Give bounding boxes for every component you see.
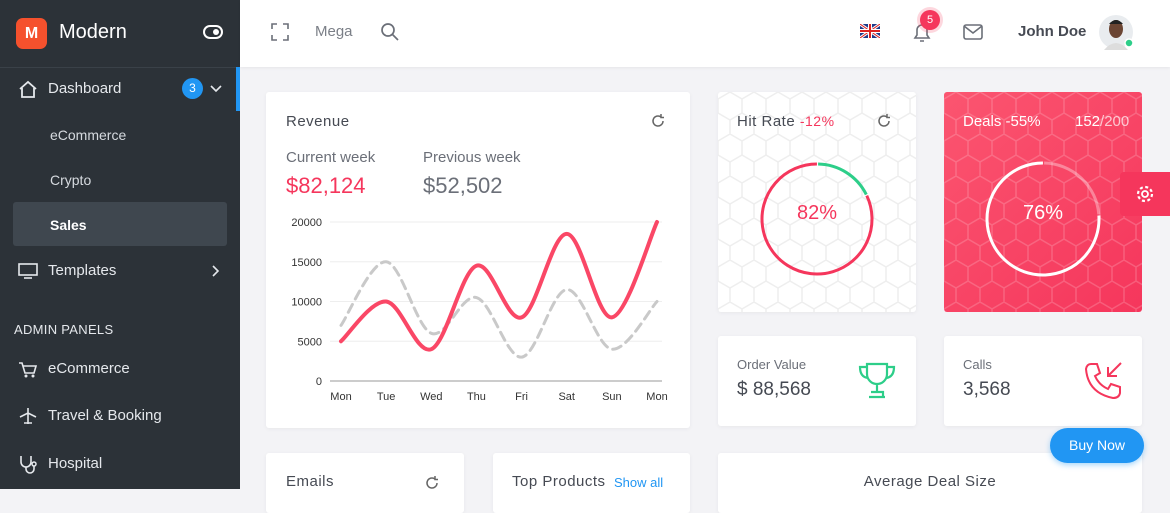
change: -12% [799,113,835,129]
x-tick-label: Wed [420,391,442,403]
chevron [210,85,222,93]
y-tick-label: 20000 [291,217,322,229]
mail-icon[interactable] [963,24,983,40]
trophy-icon [858,362,896,399]
gauge-arc [760,162,874,276]
menu-item[interactable]: Travel & Booking [48,407,162,424]
previous-week-value: $52,502 [423,173,503,198]
x-tick-label: Thu [467,391,486,403]
chevron [212,265,220,277]
gauge-rest [818,162,868,196]
topbar: Mega 5 John Doe [240,0,1170,67]
hit-rate-card: Hit Rate -12% 82% [718,92,916,312]
phone-icon [1084,362,1122,400]
stat-value: 3,568 [963,379,1011,400]
monitor-icon [18,263,38,279]
title: Deals [963,113,1002,130]
menu-item[interactable]: eCommerce [48,360,130,377]
stat-value: $ 88,568 [737,379,811,400]
y-tick-label: 10000 [291,297,322,309]
fullscreen-icon[interactable] [271,23,289,41]
x-tick-label: Mon [646,391,667,403]
gauge-label: 76% [1023,202,1063,224]
line-series [339,220,659,352]
x-tick-label: Sat [558,391,575,403]
stat-label: Calls [963,357,992,372]
revenue-card: Revenue Current week $82,124 Previous we… [266,92,690,428]
show-all-link[interactable]: Show all [614,475,664,490]
stat-label: Order Value [737,357,807,372]
badge: 3 [182,78,203,99]
deals-card: Deals -55% 152/200 76% [944,92,1142,312]
brand: Modern [59,21,127,43]
order-value-card: Order Value $ 88,568 [718,336,916,426]
plane-icon [19,408,37,424]
mega-menu[interactable]: Mega [315,23,353,40]
sidebar: M Modern Dashboard 3 eCommerce Crypto Sa… [0,0,240,489]
top-products-card: Top Products Show all [493,453,690,513]
calls-card: Calls 3,568 [944,336,1142,426]
refresh-icon[interactable] [651,114,665,128]
gauge-arc [985,161,1101,277]
menu-item[interactable]: Dashboard [48,80,122,97]
gauge-label: 82% [797,202,837,224]
search-icon[interactable] [380,22,400,42]
revenue-chart: 0 5000 10000 15000 20000 Mon Tue Wed Thu Fri Sat Su… [291,217,667,403]
x-tick-label: Fri [515,391,528,403]
settings-tab[interactable] [1120,172,1170,216]
x-tick-label: Sun [602,391,622,403]
gauge-rest [1044,161,1101,215]
card-title: Deals -55% [963,113,1041,130]
gauge: 82% [760,162,874,276]
current-week-value: $82,124 [286,173,366,198]
previous-week-label: Previous week [423,149,521,166]
change: -55% [1005,113,1041,130]
x-tick-label: Mon [330,391,351,403]
x-tick-label: Tue [377,391,396,403]
flag-icon[interactable] [860,24,880,38]
count: 152 [1075,113,1101,130]
logo: M [16,18,47,49]
card-title: Revenue [286,113,350,130]
active-indicator [236,67,240,111]
deal-count: 152/200 [1075,113,1129,130]
user-name[interactable]: John Doe [1018,23,1087,40]
buy-now-button[interactable]: Buy Now [1050,428,1144,463]
stethoscope-icon [20,456,37,474]
notification-badge: 5 [920,10,940,30]
current-week-label: Current week [286,149,376,166]
card-title: Average Deal Size [863,473,997,490]
card-title: Hit Rate -12% [737,113,835,130]
selected-bg [13,202,227,246]
title: Hit Rate [737,113,796,130]
submenu-item[interactable]: Sales [50,217,87,233]
refresh-icon[interactable] [877,114,891,128]
menu-item[interactable]: Templates [48,262,117,279]
total: /200 [1100,113,1130,130]
submenu-item[interactable]: Crypto [50,172,92,188]
y-tick-label: 5000 [298,336,322,348]
refresh-icon[interactable] [425,476,439,490]
line-series [339,260,659,359]
gauge: 76% [985,161,1101,277]
avatar[interactable] [1098,14,1136,52]
y-tick-label: 15000 [291,257,322,269]
card-title: Emails [286,473,335,490]
logo-letter: M [24,25,39,42]
toggle-icon[interactable] [203,25,223,39]
cart-icon [19,362,38,378]
home-icon [19,80,37,98]
emails-card: Emails [266,453,464,513]
y-tick-label: 0 [316,376,322,388]
card-title: Top Products [512,473,606,490]
gear-icon [1136,185,1154,203]
submenu-item[interactable]: eCommerce [50,127,127,143]
menu-item[interactable]: Hospital [48,455,103,472]
section-title: ADMIN PANELS [14,322,114,337]
